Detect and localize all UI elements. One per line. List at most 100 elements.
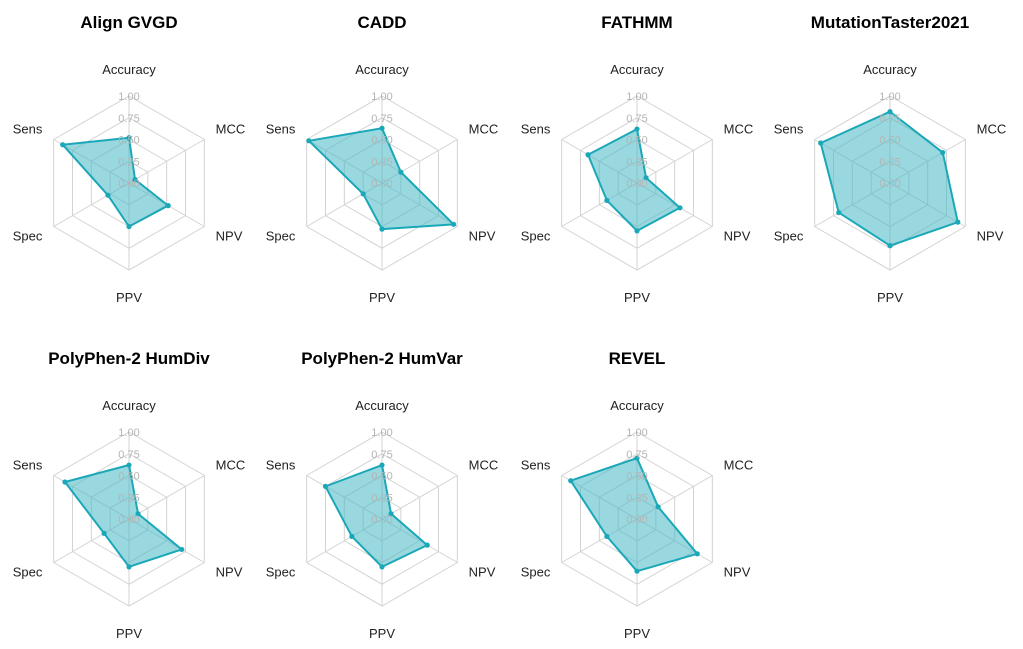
tick-label: 1.00 — [118, 427, 139, 439]
data-point-spec — [360, 191, 366, 197]
data-point-accuracy — [126, 462, 132, 468]
axis-label-npv: NPV — [977, 229, 1004, 244]
tick-label: 0.25 — [371, 156, 392, 168]
radar-panel-revel: REVEL 0.00 0.25 0.50 0.75 1.00 Accuracy MCC NPV P… — [521, 349, 754, 641]
radar-panel-fathmm: FATHMM 0.00 0.25 0.50 0.75 1.00 Accuracy MCC NPV… — [521, 13, 754, 305]
tick-label: 0.25 — [626, 156, 647, 168]
axis-label-sens: Sens — [774, 122, 804, 137]
data-point-ppv — [379, 564, 385, 570]
panel-title: MutationTaster2021 — [811, 13, 969, 32]
axis-label-spec: Spec — [266, 229, 296, 244]
data-point-ppv — [887, 243, 893, 249]
grid-spoke — [128, 139, 205, 184]
panel-title: Align GVGD — [80, 13, 177, 32]
data-point-sens — [306, 138, 312, 144]
axis-label-accuracy: Accuracy — [355, 398, 409, 413]
data-point-spec — [836, 209, 842, 216]
data-point-mcc — [135, 511, 141, 517]
radar-panel-align-gvgd: Align GVGD 0.00 0.25 0.50 0.75 1.00 Accuracy MC… — [13, 13, 246, 305]
axis-label-spec: Spec — [774, 229, 804, 244]
axis-label-mcc: MCC — [724, 458, 754, 473]
data-point-mcc — [398, 169, 404, 175]
data-point-sens — [322, 483, 329, 489]
data-point-accuracy — [887, 109, 893, 115]
panel-title: FATHMM — [601, 13, 672, 32]
radar-panel-polyphen-2-humvar: PolyPhen-2 HumVar 0.00 0.25 0.50 0.75 1.00 Acc… — [266, 349, 499, 641]
tick-label: 0.75 — [118, 113, 139, 125]
axis-label-accuracy: Accuracy — [610, 62, 664, 77]
axis-label-accuracy: Accuracy — [355, 62, 409, 77]
data-point-spec — [604, 533, 610, 540]
tick-label: 1.00 — [118, 91, 139, 103]
panel-title: CADD — [357, 13, 406, 32]
axis-label-mcc: MCC — [977, 122, 1007, 137]
data-point-mcc — [132, 176, 138, 183]
tick-label: 0.00 — [118, 178, 139, 190]
tick-label: 0.75 — [626, 113, 647, 125]
axis-label-ppv: PPV — [624, 290, 650, 305]
data-point-npv — [165, 203, 171, 209]
radar-panel-cadd: CADD 0.00 0.25 0.50 0.75 1.00 Accuracy MCC NPV PP… — [266, 13, 499, 305]
tick-label: 0.50 — [118, 135, 139, 147]
axis-label-npv: NPV — [216, 229, 243, 244]
axis-label-sens: Sens — [521, 458, 551, 473]
data-point-mcc — [940, 149, 946, 156]
grid-spoke — [128, 475, 205, 520]
tick-label: 0.25 — [371, 492, 392, 504]
axis-label-npv: NPV — [724, 565, 751, 580]
data-point-spec — [604, 197, 610, 203]
data-point-ppv — [634, 228, 640, 234]
tick-label: 0.25 — [626, 492, 647, 504]
data-point-npv — [179, 546, 185, 553]
axis-label-ppv: PPV — [369, 290, 395, 305]
tick-label: 1.00 — [371, 427, 392, 439]
axis-label-accuracy: Accuracy — [102, 62, 156, 77]
data-point-npv — [955, 219, 961, 225]
panel-title: PolyPhen-2 HumDiv — [48, 349, 210, 368]
axis-label-mcc: MCC — [216, 458, 246, 473]
tick-label: 1.00 — [879, 91, 900, 103]
data-point-accuracy — [634, 455, 640, 461]
tick-label: 0.50 — [879, 135, 900, 147]
panel-title: REVEL — [609, 349, 666, 368]
tick-label: 0.50 — [626, 471, 647, 483]
data-point-mcc — [655, 504, 661, 510]
axis-label-npv: NPV — [724, 229, 751, 244]
data-point-accuracy — [379, 462, 385, 468]
tick-label: 0.00 — [879, 178, 900, 190]
axis-label-npv: NPV — [469, 565, 496, 580]
tick-label: 0.00 — [371, 514, 392, 526]
grid-spoke — [636, 139, 713, 184]
data-point-accuracy — [634, 126, 640, 132]
axis-label-accuracy: Accuracy — [102, 398, 156, 413]
axis-label-ppv: PPV — [877, 290, 903, 305]
axis-label-accuracy: Accuracy — [610, 398, 664, 413]
data-point-ppv — [634, 568, 640, 574]
panel-title: PolyPhen-2 HumVar — [301, 349, 463, 368]
axis-label-ppv: PPV — [116, 290, 142, 305]
axis-label-mcc: MCC — [724, 122, 754, 137]
tick-label: 0.00 — [118, 514, 139, 526]
tick-label: 0.75 — [371, 449, 392, 461]
data-point-accuracy — [379, 125, 385, 131]
grid-spoke — [381, 475, 458, 520]
axis-label-ppv: PPV — [116, 626, 142, 641]
tick-label: 0.75 — [879, 113, 900, 125]
data-point-sens — [62, 479, 68, 485]
data-point-sens — [585, 152, 591, 158]
tick-label: 0.75 — [371, 113, 392, 125]
data-point-ppv — [126, 223, 132, 230]
axis-label-spec: Spec — [13, 229, 43, 244]
data-point-sens — [568, 478, 574, 484]
data-point-spec — [105, 192, 111, 198]
tick-label: 0.50 — [118, 471, 139, 483]
data-point-ppv — [379, 226, 385, 232]
axis-label-spec: Spec — [521, 565, 551, 580]
axis-label-spec: Spec — [13, 565, 43, 580]
axis-label-sens: Sens — [521, 122, 551, 137]
axis-label-mcc: MCC — [469, 458, 499, 473]
tick-label: 0.50 — [626, 135, 647, 147]
axis-label-sens: Sens — [13, 122, 43, 137]
data-point-npv — [450, 221, 457, 227]
